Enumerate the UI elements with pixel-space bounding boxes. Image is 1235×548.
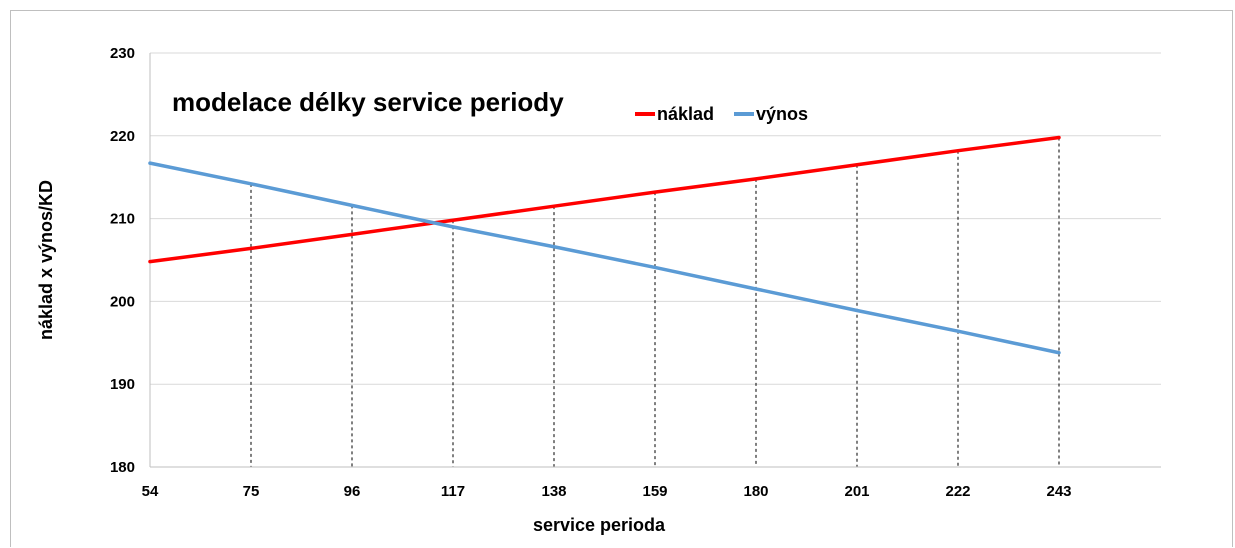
legend-label-naklad: náklad [657, 104, 714, 124]
x-tick-label: 75 [243, 483, 260, 500]
data-point [149, 162, 151, 164]
x-tick-label: 96 [344, 483, 361, 500]
tick-labels: 180 190 200 210 220 230 54 75 96 117 138 159 180 201 2… [110, 45, 1072, 500]
data-point [755, 288, 757, 290]
x-tick-label: 117 [441, 483, 465, 500]
legend: náklad výnos [635, 104, 808, 124]
y-tick-label: 220 [110, 128, 135, 145]
y-tick-label: 180 [110, 459, 135, 476]
y-tick-label: 210 [110, 211, 135, 228]
data-point [351, 204, 353, 206]
data-point [250, 247, 252, 249]
x-tick-label: 222 [945, 483, 970, 500]
data-point [654, 191, 656, 193]
y-tick-label: 200 [110, 293, 135, 310]
data-point [856, 310, 858, 312]
x-tick-label: 138 [541, 483, 566, 500]
data-point [957, 150, 959, 152]
y-tick-label: 190 [110, 376, 135, 393]
data-point [351, 233, 353, 235]
data-point [1058, 136, 1060, 138]
x-axis-title: service perioda [533, 515, 666, 535]
x-tick-label: 159 [642, 483, 667, 500]
data-point [553, 205, 555, 207]
drop-lines [149, 137, 1060, 467]
series-line-naklad [148, 135, 1061, 264]
y-axis-title: náklad x výnos/KD [36, 180, 56, 340]
data-point [452, 219, 454, 221]
data-point [957, 330, 959, 332]
data-point [452, 226, 454, 228]
data-point [755, 178, 757, 180]
legend-label-vynos: výnos [756, 104, 808, 124]
data-point [553, 246, 555, 248]
chart-title: modelace délky service periody [172, 87, 564, 117]
series-line-vynos [148, 161, 1061, 355]
chart-frame [10, 10, 1233, 547]
data-point [149, 261, 151, 263]
y-tick-label: 230 [110, 45, 135, 62]
data-point [1058, 352, 1060, 354]
x-tick-label: 201 [844, 483, 869, 500]
x-tick-label: 243 [1046, 483, 1071, 500]
data-point [856, 164, 858, 166]
data-point [250, 183, 252, 185]
x-tick-label: 54 [142, 483, 159, 500]
series-lines [148, 135, 1061, 355]
x-tick-label: 180 [743, 483, 768, 500]
data-point [654, 266, 656, 268]
